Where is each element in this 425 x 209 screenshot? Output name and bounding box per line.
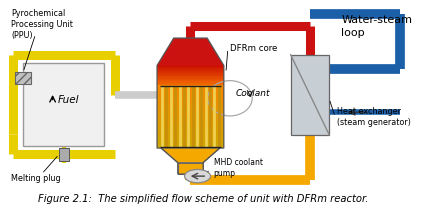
- Bar: [157, 89, 224, 92]
- Bar: [157, 77, 224, 79]
- Polygon shape: [157, 38, 224, 65]
- Bar: [157, 129, 224, 133]
- Bar: [157, 142, 224, 145]
- Bar: [157, 117, 224, 120]
- Bar: [157, 83, 224, 84]
- Bar: [157, 111, 224, 114]
- Bar: [157, 69, 224, 71]
- Bar: [157, 84, 224, 85]
- Text: Figure 2.1:  The simplified flow scheme of unit with DFRm reactor.: Figure 2.1: The simplified flow scheme o…: [38, 194, 369, 204]
- Bar: [157, 126, 224, 129]
- Bar: [157, 65, 224, 67]
- Bar: [291, 55, 329, 135]
- Bar: [157, 101, 224, 104]
- Bar: [157, 67, 224, 68]
- Bar: [157, 79, 224, 80]
- Text: Water-steam
loop: Water-steam loop: [341, 15, 412, 38]
- Bar: [157, 139, 224, 142]
- Bar: [157, 123, 224, 126]
- Text: Melting plug: Melting plug: [11, 174, 61, 183]
- Bar: [157, 71, 224, 72]
- Bar: [157, 85, 224, 89]
- Bar: [157, 104, 224, 107]
- Bar: [157, 68, 224, 69]
- Text: DFRm core: DFRm core: [230, 44, 277, 53]
- Bar: [157, 75, 224, 76]
- Bar: [157, 92, 224, 95]
- Text: Coolant: Coolant: [235, 89, 270, 98]
- Text: Fuel: Fuel: [58, 95, 79, 105]
- Bar: [157, 133, 224, 136]
- Polygon shape: [178, 163, 203, 174]
- Bar: [59, 148, 69, 161]
- Bar: [157, 76, 224, 77]
- Bar: [157, 98, 224, 101]
- Text: MHD coolant
pump: MHD coolant pump: [214, 158, 263, 178]
- Bar: [23, 63, 105, 146]
- Bar: [15, 72, 31, 84]
- Bar: [157, 136, 224, 139]
- Text: Pyrochemical
Processing Unit
(PPU): Pyrochemical Processing Unit (PPU): [11, 9, 73, 40]
- Bar: [157, 72, 224, 73]
- Bar: [157, 73, 224, 75]
- Bar: [157, 80, 224, 82]
- Bar: [157, 120, 224, 123]
- Bar: [157, 82, 224, 83]
- Bar: [157, 145, 224, 148]
- Bar: [157, 95, 224, 98]
- Text: Heat exchanger
(steam generator): Heat exchanger (steam generator): [337, 107, 411, 127]
- Polygon shape: [161, 148, 220, 163]
- Circle shape: [184, 169, 210, 183]
- Bar: [157, 114, 224, 117]
- Bar: [157, 107, 224, 111]
